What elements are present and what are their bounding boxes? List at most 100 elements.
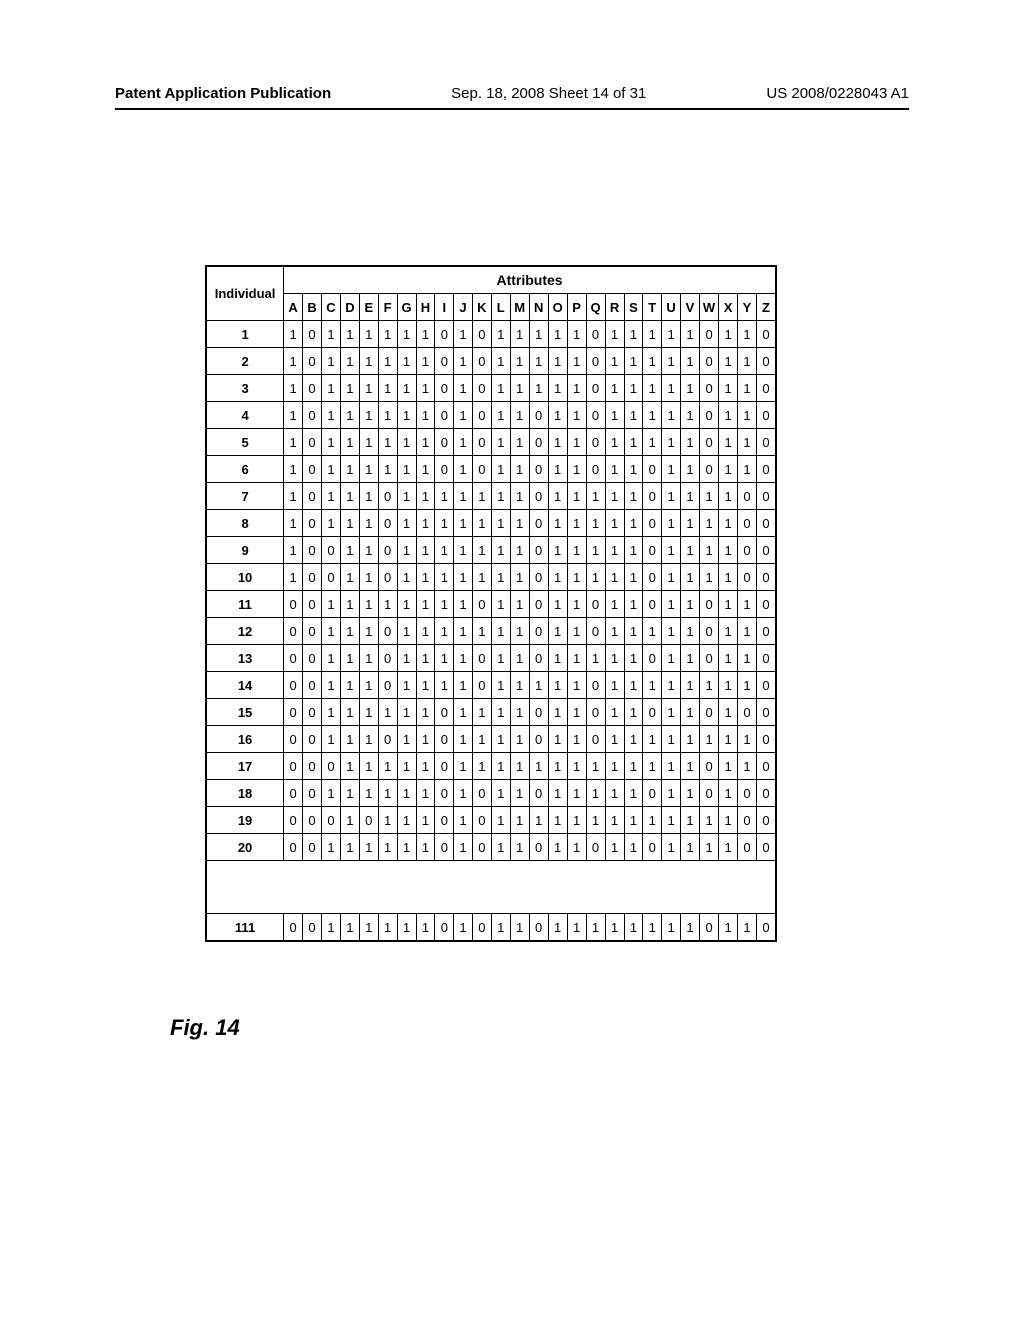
cell-value: 0 <box>586 375 605 402</box>
cell-value: 0 <box>472 914 491 942</box>
cell-value: 1 <box>454 402 473 429</box>
cell-value: 1 <box>605 456 624 483</box>
cell-value: 0 <box>378 537 397 564</box>
cell-value: 1 <box>567 699 586 726</box>
cell-value: 0 <box>756 375 776 402</box>
cell-value: 1 <box>643 672 662 699</box>
column-header: V <box>681 294 700 321</box>
cell-value: 1 <box>567 914 586 942</box>
attributes-table: Individual Attributes ABCDEFGHIJKLMNOPQR… <box>205 265 777 942</box>
cell-value: 0 <box>756 753 776 780</box>
cell-value: 0 <box>303 591 322 618</box>
cell-value: 1 <box>416 564 435 591</box>
cell-value: 1 <box>491 645 510 672</box>
cell-value: 0 <box>586 672 605 699</box>
cell-value: 0 <box>699 348 718 375</box>
cell-value: 1 <box>284 537 303 564</box>
cell-value: 1 <box>416 753 435 780</box>
cell-value: 1 <box>416 645 435 672</box>
cell-value: 1 <box>586 483 605 510</box>
cell-value: 1 <box>397 456 416 483</box>
cell-value: 1 <box>454 753 473 780</box>
cell-value: 1 <box>548 483 567 510</box>
cell-value: 1 <box>340 375 359 402</box>
cell-value: 0 <box>756 537 776 564</box>
cell-value: 0 <box>643 834 662 861</box>
cell-value: 1 <box>681 672 700 699</box>
cell-value: 1 <box>681 429 700 456</box>
row-id: 4 <box>206 402 284 429</box>
column-header: Q <box>586 294 605 321</box>
cell-value: 1 <box>624 537 643 564</box>
cell-value: 1 <box>491 699 510 726</box>
cell-value: 0 <box>738 699 757 726</box>
cell-value: 0 <box>699 645 718 672</box>
cell-value: 1 <box>624 564 643 591</box>
cell-value: 0 <box>699 429 718 456</box>
cell-value: 1 <box>510 914 529 942</box>
cell-value: 1 <box>586 914 605 942</box>
column-header: C <box>321 294 340 321</box>
cell-value: 0 <box>303 645 322 672</box>
cell-value: 0 <box>435 726 454 753</box>
cell-value: 1 <box>491 726 510 753</box>
cell-value: 1 <box>416 591 435 618</box>
cell-value: 0 <box>529 618 548 645</box>
cell-value: 1 <box>662 375 681 402</box>
cell-value: 1 <box>510 807 529 834</box>
cell-value: 0 <box>756 645 776 672</box>
cell-value: 1 <box>416 456 435 483</box>
cell-value: 0 <box>756 726 776 753</box>
cell-value: 1 <box>738 618 757 645</box>
cell-value: 0 <box>756 672 776 699</box>
cell-value: 1 <box>624 834 643 861</box>
cell-value: 0 <box>738 537 757 564</box>
column-header: B <box>303 294 322 321</box>
cell-value: 1 <box>435 564 454 591</box>
cell-value: 1 <box>454 807 473 834</box>
cell-value: 0 <box>378 672 397 699</box>
cell-value: 1 <box>472 510 491 537</box>
cell-value: 1 <box>454 618 473 645</box>
cell-value: 1 <box>416 780 435 807</box>
cell-value: 1 <box>416 348 435 375</box>
cell-value: 0 <box>284 807 303 834</box>
row-id: 12 <box>206 618 284 645</box>
cell-value: 0 <box>378 564 397 591</box>
cell-value: 1 <box>340 726 359 753</box>
cell-value: 0 <box>435 834 454 861</box>
cell-value: 1 <box>359 348 378 375</box>
cell-value: 0 <box>586 456 605 483</box>
cell-value: 1 <box>321 645 340 672</box>
cell-value: 1 <box>567 834 586 861</box>
cell-value: 1 <box>567 375 586 402</box>
cell-value: 1 <box>738 429 757 456</box>
cell-value: 0 <box>303 456 322 483</box>
cell-value: 1 <box>321 402 340 429</box>
column-header: L <box>491 294 510 321</box>
cell-value: 1 <box>397 834 416 861</box>
cell-value: 1 <box>340 618 359 645</box>
cell-value: 1 <box>681 807 700 834</box>
cell-value: 1 <box>321 429 340 456</box>
cell-value: 0 <box>529 591 548 618</box>
cell-value: 1 <box>586 645 605 672</box>
cell-value: 1 <box>624 753 643 780</box>
cell-value: 1 <box>397 564 416 591</box>
cell-value: 1 <box>719 510 738 537</box>
cell-value: 1 <box>738 402 757 429</box>
cell-value: 1 <box>416 375 435 402</box>
cell-value: 0 <box>529 645 548 672</box>
cell-value: 1 <box>567 618 586 645</box>
cell-value: 0 <box>699 618 718 645</box>
cell-value: 0 <box>643 483 662 510</box>
cell-value: 0 <box>738 483 757 510</box>
cell-value: 1 <box>662 456 681 483</box>
cell-value: 0 <box>756 402 776 429</box>
cell-value: 1 <box>340 510 359 537</box>
cell-value: 1 <box>681 780 700 807</box>
cell-value: 1 <box>491 591 510 618</box>
table-row: 1400111011110111110111111110 <box>206 672 776 699</box>
cell-value: 0 <box>321 807 340 834</box>
cell-value: 1 <box>472 699 491 726</box>
